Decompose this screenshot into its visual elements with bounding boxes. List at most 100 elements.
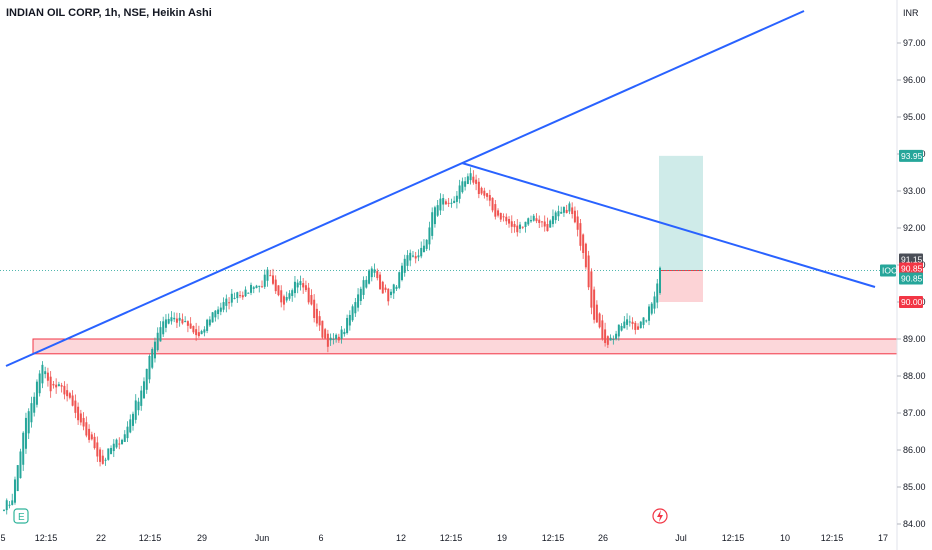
candle-body [409, 252, 412, 261]
candle-body [129, 419, 132, 433]
candle-body [346, 317, 349, 334]
candle-body [153, 341, 156, 359]
series-tag [880, 264, 896, 277]
candle-body [57, 384, 60, 387]
candle-body [593, 289, 596, 320]
candle-body [560, 211, 563, 214]
x-tick-label: 5 [0, 533, 5, 543]
candle-body [551, 216, 554, 225]
candle-body [472, 176, 475, 183]
y-tick-label: 95.00 [903, 112, 926, 122]
support-zone [32, 338, 898, 355]
candle-body [296, 282, 299, 288]
candle-body [329, 337, 332, 341]
price-tag [899, 149, 923, 162]
x-tick-label: 26 [598, 533, 608, 543]
candle-body [365, 279, 368, 288]
candle-body [219, 307, 222, 312]
y-tick-label: 96.00 [903, 75, 926, 85]
candle-body [392, 284, 395, 294]
candle-body [579, 223, 582, 246]
candle-body [167, 318, 170, 324]
candle-body [340, 329, 343, 339]
candle-body [527, 218, 530, 225]
candle-body [420, 247, 423, 257]
candle-body [604, 329, 607, 343]
candle-body [115, 439, 118, 448]
candle-body [617, 324, 620, 337]
candle-body [90, 434, 93, 440]
x-tick-label: 12 [396, 533, 406, 543]
candle-body [612, 339, 615, 341]
price-tag-label: 91.15 [901, 254, 923, 264]
candle-body [395, 286, 398, 289]
candle-body [464, 181, 467, 187]
candle-body [406, 255, 409, 266]
candle-body [634, 322, 637, 330]
candle-body [142, 381, 145, 399]
candle-body [159, 327, 162, 342]
dividend-flash-icon[interactable] [652, 508, 668, 524]
time-axis[interactable]: 5 12:15 22 12:15 29 Jun 6 12 12:15 19 12:15 26 Jul 12… [0, 533, 888, 543]
candle-body [134, 400, 137, 420]
candle-body [244, 289, 247, 297]
trendlines[interactable] [5, 10, 876, 367]
earnings-icon[interactable]: E [13, 508, 29, 524]
candle-body [16, 465, 19, 492]
candle-body [576, 216, 579, 230]
price-tag-label: 90.85 [901, 264, 923, 274]
currency-label: INR [903, 8, 919, 18]
candle-body [233, 297, 236, 299]
candle-body [477, 181, 480, 195]
candle-body [288, 293, 291, 299]
candle-body [425, 239, 428, 249]
candle-body [403, 258, 406, 273]
candle-body [362, 280, 365, 295]
candle-body [642, 317, 645, 325]
x-tick-label: 29 [197, 533, 207, 543]
candle-body [266, 269, 269, 281]
candle-body [156, 332, 159, 351]
candle-body [615, 333, 618, 340]
candle-body [442, 198, 445, 205]
candle-body [99, 449, 102, 462]
y-tick-label: 86.00 [903, 445, 926, 455]
candle-body [33, 396, 36, 413]
candle-body [252, 287, 255, 289]
candle-body [110, 448, 113, 455]
candle-body [529, 220, 532, 222]
candle-body [384, 287, 387, 290]
candle-body [535, 218, 538, 222]
x-tick-label: 22 [96, 533, 106, 543]
candle-body [313, 299, 316, 319]
rising-trendline [5, 10, 805, 367]
candle-body [186, 321, 189, 326]
candle-body [376, 271, 379, 279]
candle-body [587, 255, 590, 288]
candle-body [595, 304, 598, 323]
candle-body [211, 312, 214, 323]
candle-body [285, 297, 288, 301]
candle-body [516, 225, 519, 233]
candle-body [508, 219, 511, 224]
candle-body [22, 432, 25, 465]
candle-body [189, 323, 192, 329]
candle-body [19, 451, 22, 479]
x-tick-label: 12:15 [139, 533, 162, 543]
candle-body [82, 417, 85, 427]
candle-body [598, 313, 601, 328]
candle-body [414, 256, 417, 259]
candle-body [326, 333, 329, 347]
candle-body [357, 294, 360, 308]
candle-body [170, 317, 173, 322]
candle-body [302, 283, 305, 288]
candle-body [24, 417, 27, 449]
candle-body [359, 288, 362, 302]
candle-body [543, 221, 546, 227]
x-tick-label: 12:15 [440, 533, 463, 543]
candle-body [52, 383, 55, 386]
candle-body [606, 336, 609, 345]
candle-body [494, 204, 497, 217]
